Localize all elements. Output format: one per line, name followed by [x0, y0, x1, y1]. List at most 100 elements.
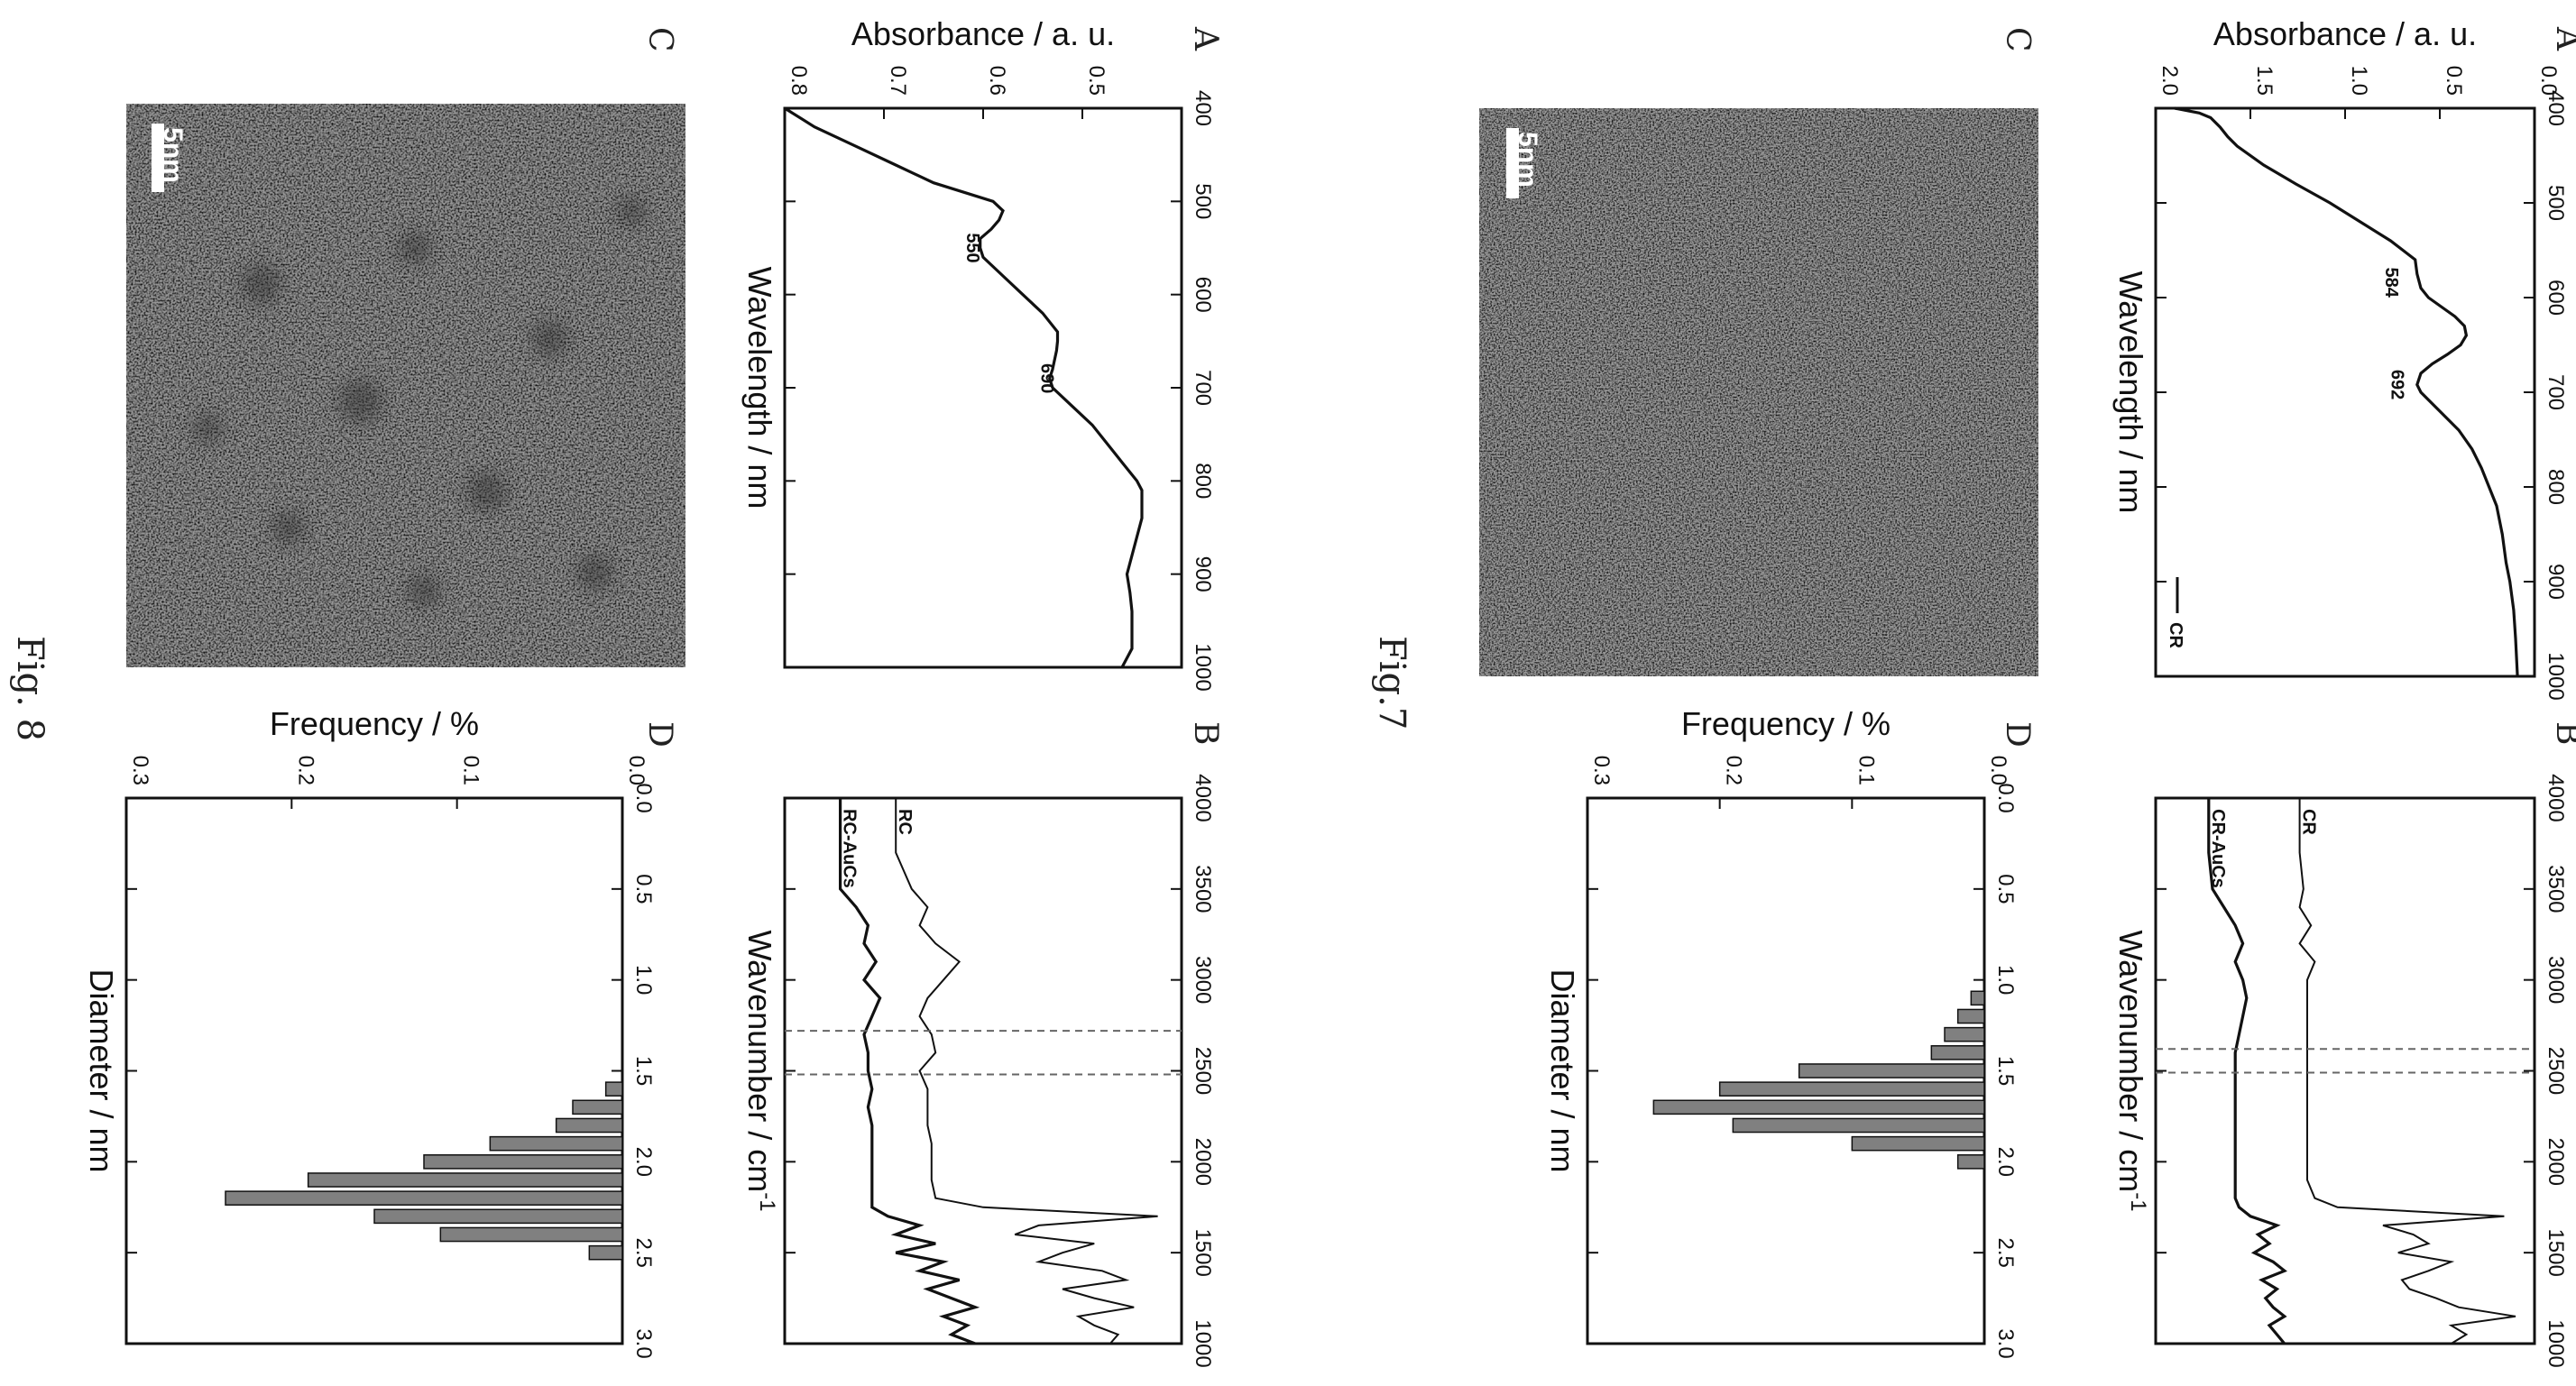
y-axis-title: Absorbance / a. u. [2213, 15, 2477, 52]
histogram-bar [1956, 1008, 1985, 1024]
x-tick-label: 3000 [1191, 956, 1215, 1004]
series-label: CR [2299, 809, 2319, 835]
series-line [2174, 106, 2519, 677]
plot-frame [124, 796, 624, 1345]
histogram-bar [1718, 1081, 1985, 1097]
x-axis-title: Diameter / nm [1544, 968, 1581, 1172]
histogram-bar [307, 1172, 623, 1188]
histogram-bar [1652, 1099, 1985, 1115]
tem-grain-fig7 [1479, 108, 2038, 676]
x-tick-label: 4000 [2544, 774, 2568, 822]
series-line [2298, 798, 2516, 1345]
x-axis-title: Wavenumber / cm-1 [741, 930, 780, 1211]
panel-letter-fig8-B: B [1187, 721, 1224, 745]
series-line [838, 798, 980, 1345]
histogram-bar [489, 1135, 623, 1152]
histogram-bar [439, 1226, 623, 1243]
x-tick-label: 2.5 [631, 1237, 656, 1267]
x-tick-label: 3500 [1191, 865, 1215, 913]
peak-annotation: 584 [2381, 268, 2401, 298]
plot-frame [2154, 106, 2536, 678]
y-tick-label: 0.0 [2536, 66, 2561, 96]
x-tick-label: 800 [2544, 469, 2568, 505]
x-tick-label: 3000 [2544, 956, 2568, 1004]
x-tick-label: 800 [1191, 463, 1215, 499]
histogram-bar [588, 1244, 623, 1261]
peak-annotation: 690 [1037, 363, 1057, 393]
x-tick-label: 0.0 [1993, 783, 2018, 812]
x-tick-label: 0.5 [1993, 874, 2018, 904]
x-tick-label: 2.0 [631, 1147, 656, 1177]
y-tick-label: 0.3 [1589, 756, 1614, 785]
y-tick-label: 0.2 [1722, 756, 1746, 785]
x-axis-title-sup: -1 [756, 1192, 780, 1211]
scale-bar-label-fig8: 5nm [158, 127, 188, 183]
x-tick-label: 4000 [1191, 774, 1215, 822]
x-tick-label: 2.0 [1993, 1147, 2018, 1177]
x-axis-title-sup: -1 [2127, 1192, 2151, 1211]
caption-fig7: Fig.7 [1371, 636, 1412, 730]
x-tick-label: 500 [2544, 185, 2568, 221]
histogram-bar [555, 1117, 623, 1134]
series-line [784, 106, 1144, 668]
histogram-bar [1944, 1026, 1985, 1042]
x-tick-label: 1000 [2544, 1319, 2568, 1367]
scale-bar-label-fig7: 5nm [1513, 132, 1542, 188]
x-tick-label: 2000 [1191, 1138, 1215, 1186]
y-tick-label: 0.2 [293, 756, 317, 785]
chart-fig8-B: 4000 3500 3000 2500 2000 1500 1000 Wavenumber /… [741, 774, 1215, 1367]
x-tick-label: 500 [1191, 183, 1215, 219]
panel-letter-fig8-A: A [1187, 26, 1224, 51]
panel-letter-fig8-C: C [641, 27, 678, 52]
x-tick-label: 3.0 [631, 1328, 656, 1358]
x-tick-label: 400 [2544, 90, 2568, 126]
histogram-bar [1851, 1135, 1985, 1152]
chart-fig7-D: 0.0 0.5 1.0 1.5 2.0 2.5 3.0 0.0 0.1 0.2 0.3 Diamete… [1544, 705, 2018, 1359]
histogram-bar [225, 1190, 623, 1206]
y-tick-label: 0.1 [1854, 756, 1878, 785]
histogram-bar [604, 1081, 623, 1097]
x-tick-label: 1.0 [1993, 965, 2018, 995]
y-axis-title: Frequency / % [270, 705, 479, 742]
panel-letter-fig8-D: D [641, 721, 678, 748]
x-axis-title: Wavelength / nm [741, 267, 778, 509]
y-tick-label: 1.5 [2252, 66, 2277, 96]
x-tick-label: 700 [1191, 370, 1215, 406]
histogram-bar [373, 1208, 623, 1225]
peak-annotation: 550 [962, 233, 982, 262]
x-tick-label: 1.0 [631, 965, 656, 995]
x-tick-label: 1.5 [1993, 1056, 2018, 1086]
x-tick-label: 2500 [2544, 1047, 2568, 1095]
x-tick-label: 2.5 [1993, 1237, 2018, 1267]
y-tick-label: 1.0 [2347, 66, 2371, 96]
x-tick-label: 3.0 [1993, 1328, 2018, 1358]
panel-letter-fig7-B: B [2549, 721, 2576, 745]
y-tick-label: 0.0 [1986, 756, 2010, 785]
x-axis-title: Wavelength / nm [2112, 271, 2149, 514]
x-tick-label: 3500 [2544, 865, 2568, 913]
x-tick-label: 1.5 [631, 1056, 656, 1086]
series-label: RC-AuCs [840, 809, 860, 888]
x-tick-label: 1500 [2544, 1228, 2568, 1276]
series-label: RC [895, 809, 915, 835]
x-tick-label: 700 [2544, 374, 2568, 410]
histogram-bar [1970, 990, 1985, 1006]
series-line [2207, 798, 2287, 1345]
y-tick-label: 0.5 [1084, 66, 1109, 96]
histogram-bar [572, 1099, 623, 1115]
histogram-bar [1798, 1063, 1985, 1079]
legend-label: CR [2166, 622, 2185, 648]
y-axis-title: Absorbance / a. u. [851, 15, 1115, 52]
scale-bar-fig8 [152, 124, 164, 192]
panel-letter-fig7-D: D [1999, 721, 2036, 748]
y-tick-label: 2.0 [2157, 66, 2182, 96]
x-tick-label: 0.5 [631, 874, 656, 904]
series-label: CR-AuCs [2208, 809, 2228, 888]
x-tick-label: 0.0 [631, 783, 656, 812]
plot-frame [783, 106, 1183, 669]
chart-fig8-D: 0.0 0.5 1.0 1.5 2.0 2.5 3.0 0.0 0.1 0.2 0.3 Diamete… [83, 705, 656, 1359]
y-tick-label: 0.1 [459, 756, 483, 785]
x-tick-label: 2500 [1191, 1047, 1215, 1095]
histogram-bar [1930, 1045, 1985, 1060]
